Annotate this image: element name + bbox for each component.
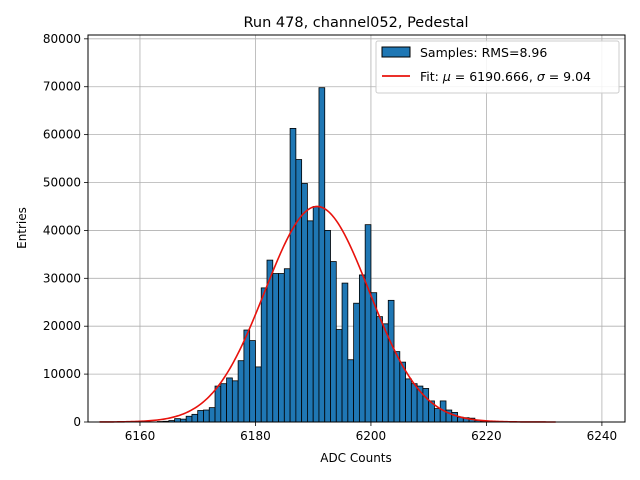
histogram-bar (318, 87, 326, 423)
y-tick-label-8: 80000 (43, 32, 81, 46)
histogram-bar (376, 316, 383, 423)
histogram-bar (387, 299, 395, 423)
histogram-bar (203, 409, 210, 423)
legend-mu-symbol: μ (442, 69, 451, 84)
histogram-bar (208, 407, 216, 423)
histogram-bar (410, 383, 418, 423)
legend-mu-value: = 6190.666, (451, 69, 537, 84)
y-tick-label-5: 50000 (43, 176, 81, 190)
histogram-bar (358, 274, 366, 423)
legend-fit-label: Fit: μ = 6190.666, σ = 9.04 (420, 69, 591, 84)
y-axis-label: Entries (15, 207, 29, 249)
histogram-bar (191, 413, 199, 423)
plot-frame (87, 34, 626, 423)
x-tick-label-2: 6200 (356, 429, 387, 443)
histogram-bar (335, 329, 343, 423)
y-axis-ticks: 0 10000 20000 30000 40000 50000 60000 70000 8000… (43, 32, 88, 429)
y-tick-label-4: 40000 (43, 223, 81, 237)
histogram-bar (393, 351, 401, 423)
x-axis-ticks: 6160 6180 6200 6220 6240 (125, 422, 617, 443)
legend-samples-label: Samples: RMS=8.96 (420, 45, 547, 60)
histogram-bar (220, 383, 227, 423)
histogram-bar (301, 183, 308, 423)
x-tick-label-1: 6180 (240, 429, 271, 443)
x-tick-label-3: 6220 (471, 429, 502, 443)
histogram-bar (382, 323, 389, 423)
histogram-bar (237, 360, 245, 423)
histogram-bar (289, 127, 297, 423)
x-tick-label-0: 6160 (125, 429, 156, 443)
y-tick-label-0: 0 (73, 415, 81, 429)
fit-curve (99, 205, 556, 423)
histogram-bar (422, 388, 430, 423)
legend: Samples: RMS=8.96 Fit: μ = 6190.666, σ =… (375, 40, 620, 94)
histogram-bar (231, 380, 239, 423)
y-tick-label-2: 20000 (43, 319, 81, 333)
histogram-bar (174, 418, 181, 423)
legend-fit-prefix: Fit: (420, 69, 443, 84)
histogram-bar (405, 378, 412, 423)
histogram-bar (330, 261, 337, 423)
histogram-bar (364, 224, 372, 423)
y-tick-label-3: 30000 (43, 271, 81, 285)
x-axis-label: ADC Counts (320, 451, 392, 465)
legend-sigma-symbol: σ (537, 69, 546, 84)
histogram-bar (353, 302, 360, 423)
histogram-bar (312, 206, 320, 423)
chart-title: Run 478, channel052, Pedestal (243, 15, 468, 31)
histogram-bar (399, 361, 406, 423)
histogram-bar (214, 385, 222, 423)
histogram-bar (272, 273, 279, 423)
histogram-bar (307, 220, 314, 423)
x-tick-label-4: 6240 (587, 429, 618, 443)
histogram-bar (260, 287, 268, 423)
histogram-bar (255, 366, 262, 423)
histogram-bar (283, 268, 291, 423)
y-tick-label-6: 60000 (43, 128, 81, 142)
legend-samples-swatch (381, 46, 411, 58)
y-tick-label-1: 10000 (43, 367, 81, 381)
histogram-bar (197, 410, 204, 423)
legend-box (375, 40, 620, 94)
histogram-bar (278, 273, 285, 423)
histogram-bar (347, 359, 355, 423)
histogram-bar (370, 292, 378, 423)
y-tick-label-7: 70000 (43, 80, 81, 94)
legend-sigma-value: = 9.04 (545, 69, 591, 84)
histogram-bar (185, 415, 193, 423)
histogram-bar (324, 230, 331, 423)
histogram-bar (226, 377, 233, 423)
histogram-bar (341, 282, 349, 423)
histogram-bar (295, 159, 303, 423)
histogram-bar (243, 329, 251, 423)
histogram-bar (249, 340, 256, 423)
histogram-bar (434, 408, 441, 423)
